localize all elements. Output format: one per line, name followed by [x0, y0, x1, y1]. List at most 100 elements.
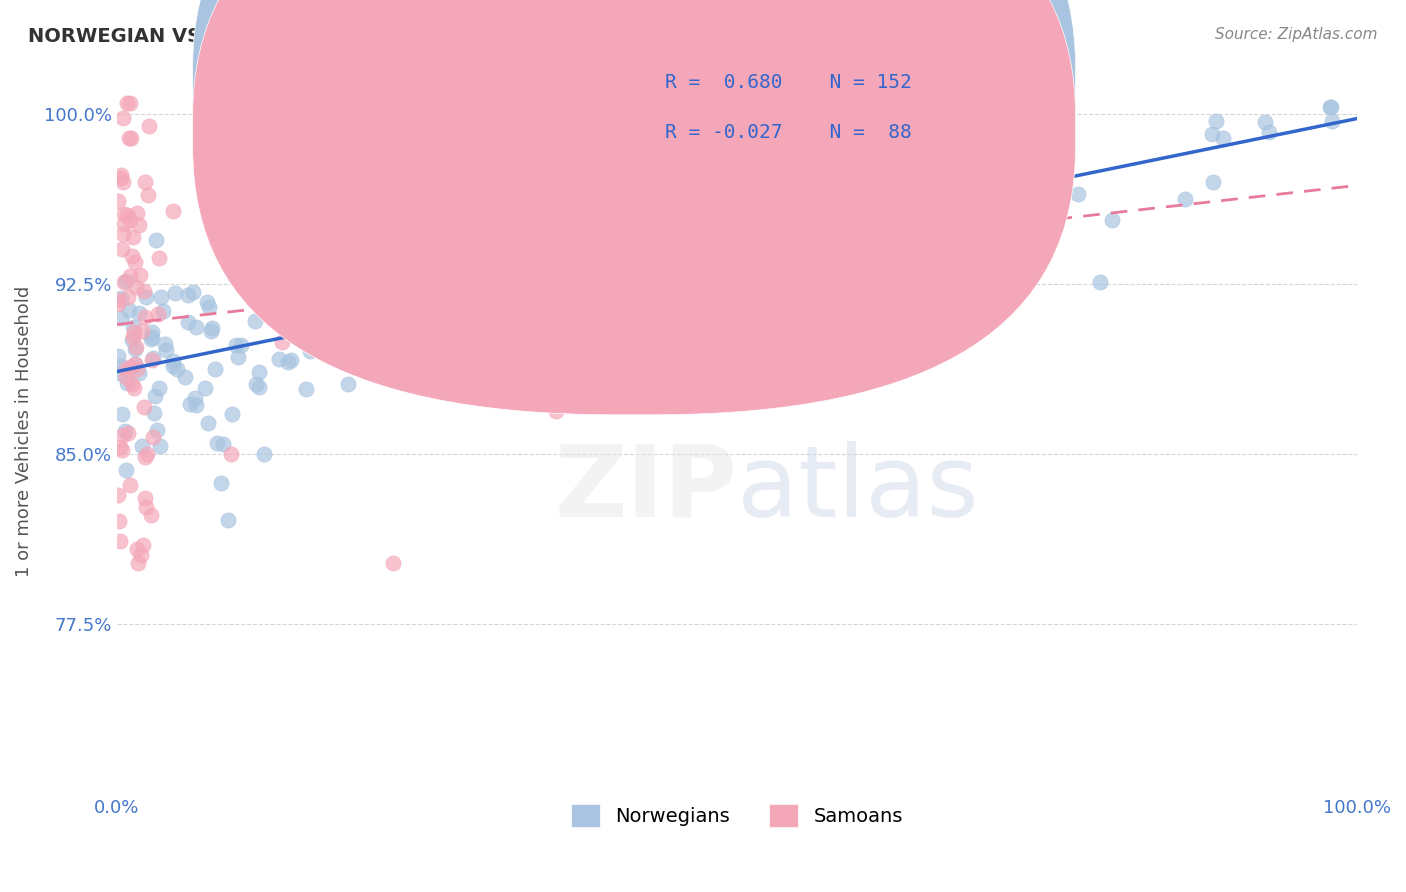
Point: [269, 352, 291, 367]
Point: [121, 249, 143, 263]
Point: [115, 95, 138, 110]
Point: [209, 475, 232, 490]
Point: [1045, 218, 1067, 232]
Point: [111, 242, 134, 256]
Point: [194, 381, 217, 395]
Point: [1319, 100, 1341, 114]
Point: [599, 211, 621, 225]
Point: [243, 257, 266, 271]
Point: [495, 95, 517, 110]
Point: [1211, 131, 1233, 145]
Point: [200, 324, 222, 338]
Point: [145, 233, 167, 247]
Point: [962, 95, 984, 110]
Point: [688, 231, 710, 245]
Point: [735, 283, 758, 297]
Point: [353, 329, 375, 343]
Point: [127, 206, 149, 220]
Point: [721, 130, 744, 145]
Point: [856, 282, 879, 296]
Point: [560, 183, 582, 197]
Point: [270, 334, 292, 349]
Point: [112, 217, 135, 231]
Point: [201, 321, 224, 335]
Point: [128, 306, 150, 320]
Point: [141, 333, 163, 347]
Point: [184, 320, 207, 334]
Point: [153, 337, 176, 351]
Point: [122, 319, 145, 334]
Point: [118, 359, 141, 374]
Point: [131, 439, 153, 453]
Point: [112, 207, 135, 221]
Point: [344, 303, 367, 318]
Point: [183, 392, 205, 406]
Point: [1054, 137, 1077, 152]
Point: [353, 223, 375, 237]
Point: [198, 157, 221, 171]
Point: [141, 330, 163, 344]
Point: [186, 398, 208, 412]
Point: [108, 440, 131, 454]
Point: [117, 208, 139, 222]
Point: [298, 343, 321, 358]
Point: [319, 280, 342, 294]
Point: [1174, 192, 1197, 206]
Point: [1088, 275, 1111, 289]
Point: [108, 514, 131, 528]
Point: [115, 376, 138, 390]
Point: [219, 447, 242, 461]
Point: [177, 288, 200, 302]
Point: [364, 312, 387, 326]
Point: [120, 130, 142, 145]
Point: [181, 285, 204, 300]
Point: [754, 224, 776, 238]
Point: [280, 353, 302, 368]
Point: [107, 293, 129, 307]
Point: [477, 222, 499, 236]
Point: [672, 234, 695, 248]
Point: [111, 442, 134, 457]
Point: [107, 487, 129, 501]
Point: [270, 159, 292, 173]
Point: [162, 354, 184, 368]
Point: [148, 306, 170, 320]
Point: [122, 381, 145, 395]
Point: [136, 447, 159, 461]
Point: [453, 382, 475, 396]
Point: [115, 369, 138, 384]
Point: [720, 240, 742, 254]
Point: [107, 349, 129, 363]
Point: [204, 362, 226, 376]
Point: [343, 268, 366, 282]
Point: [247, 365, 270, 379]
Point: [120, 95, 142, 110]
Point: [426, 339, 449, 353]
Point: [118, 268, 141, 283]
Point: [115, 274, 138, 288]
Point: [751, 198, 773, 212]
Point: [277, 354, 299, 368]
Point: [111, 227, 134, 241]
Point: [434, 274, 457, 288]
Point: [780, 200, 803, 214]
Point: [110, 291, 132, 305]
Point: [211, 436, 233, 450]
Point: [148, 382, 170, 396]
Point: [114, 424, 136, 438]
Point: [543, 270, 565, 285]
Text: R =  0.680    N = 152: R = 0.680 N = 152: [665, 72, 911, 92]
Point: [131, 324, 153, 338]
Point: [118, 302, 141, 317]
Point: [617, 304, 640, 318]
Point: [155, 343, 177, 358]
Point: [842, 155, 865, 169]
Point: [128, 218, 150, 232]
Point: [773, 151, 796, 165]
Point: [110, 310, 132, 325]
Point: [276, 298, 298, 312]
Point: [291, 311, 314, 326]
Point: [231, 338, 253, 352]
Point: [152, 304, 174, 318]
Point: [849, 227, 872, 242]
